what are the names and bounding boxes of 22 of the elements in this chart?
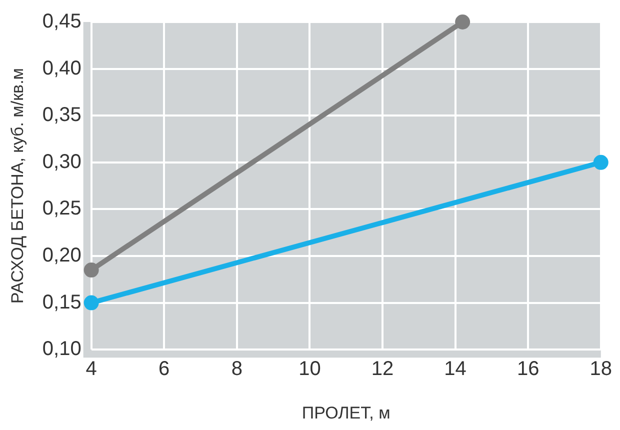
x-tick-label: 8 [231,358,242,380]
x-axis-title: ПРОЛЕТ, м [302,403,390,422]
x-tick-label: 16 [516,358,540,380]
y-tick-label: 0,10 [42,338,82,360]
y-tick-label: 0,25 [42,198,82,220]
point [84,262,99,278]
y-tick-label: 0,45 [42,10,82,33]
x-tick-label: 6 [158,358,170,380]
y-tick-label: 0,20 [42,244,82,267]
y-tick-label: 0,35 [42,104,82,126]
y-tick-label: 0,40 [42,57,82,80]
x-tick-label: 18 [590,358,612,380]
point [593,154,608,170]
x-tick-label: 4 [86,358,97,380]
y-tick-label: 0,15 [42,291,82,314]
x-tick-label: 10 [298,358,321,380]
y-axis-title: РАСХОД БЕТОНА, куб. м/кв.м [8,68,27,304]
point [84,295,99,310]
x-tick-label: 12 [371,358,394,380]
x-tick-label: 14 [444,358,466,380]
y-tick-label: 0,30 [42,150,82,173]
point [455,14,470,30]
